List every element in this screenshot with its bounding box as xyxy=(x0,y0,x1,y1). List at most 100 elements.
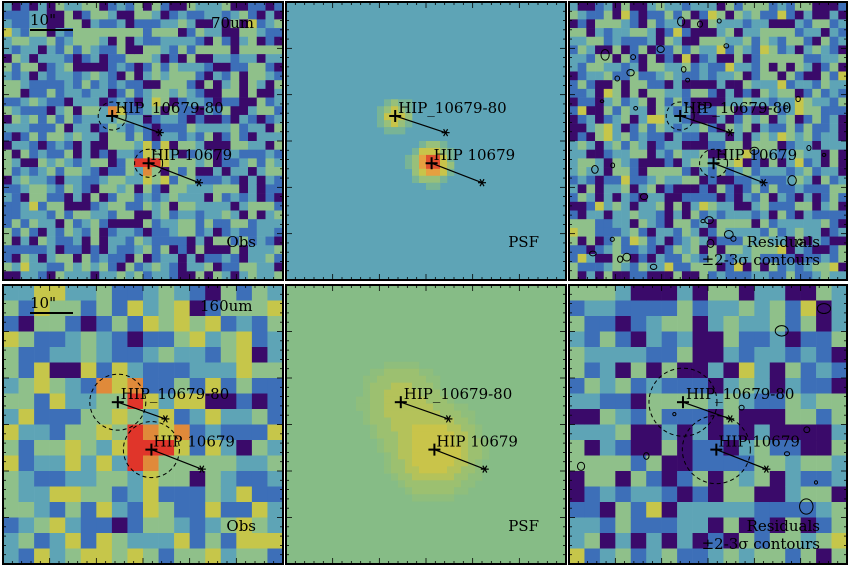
map-pixel xyxy=(754,440,771,456)
map-pixel xyxy=(108,71,118,81)
psf-pixel xyxy=(405,410,413,418)
psf-pixel xyxy=(419,494,427,502)
map-pixel xyxy=(99,219,109,229)
map-pixel xyxy=(734,71,744,81)
map-pixel xyxy=(134,227,144,237)
map-pixel xyxy=(751,262,761,272)
map-pixel xyxy=(96,424,113,441)
map-pixel xyxy=(90,227,100,237)
psf-pixel xyxy=(461,466,469,474)
map-pixel xyxy=(621,262,631,272)
asterisk-marker xyxy=(763,465,769,473)
map-pixel xyxy=(838,106,848,116)
map-pixel xyxy=(186,114,196,124)
map-pixel xyxy=(716,193,726,203)
map-pixel xyxy=(621,88,631,98)
map-pixel xyxy=(143,471,159,487)
map-pixel xyxy=(160,88,170,98)
map-pixel xyxy=(638,141,648,150)
map-pixel xyxy=(629,80,639,90)
map-pixel xyxy=(151,88,161,98)
map-pixel xyxy=(629,114,639,124)
map-pixel xyxy=(673,45,683,55)
map-pixel xyxy=(111,517,128,534)
map-pixel xyxy=(3,80,13,90)
map-pixel xyxy=(64,106,74,116)
map-pixel xyxy=(768,167,778,177)
map-pixel xyxy=(838,88,848,98)
map-pixel xyxy=(127,517,144,534)
psf-pixel xyxy=(461,487,469,495)
map-pixel xyxy=(221,271,231,281)
map-pixel xyxy=(65,347,82,363)
map-pixel xyxy=(11,167,21,177)
map-pixel xyxy=(169,158,179,168)
map-pixel xyxy=(230,62,240,72)
psf-pixel xyxy=(370,375,378,383)
map-pixel xyxy=(647,114,657,124)
map-pixel xyxy=(186,106,196,116)
psf-pixel xyxy=(426,147,434,156)
map-pixel xyxy=(134,97,144,107)
map-pixel xyxy=(213,167,223,177)
map-pixel xyxy=(46,106,56,116)
map-pixel xyxy=(630,316,647,332)
map-pixel xyxy=(99,253,109,263)
map-pixel xyxy=(80,316,97,332)
map-pixel xyxy=(751,62,761,72)
map-pixel xyxy=(127,502,144,518)
map-pixel xyxy=(630,424,647,441)
contour xyxy=(626,68,635,77)
map-pixel xyxy=(221,88,231,98)
map-pixel xyxy=(178,158,188,168)
map-pixel xyxy=(760,132,770,142)
map-pixel xyxy=(595,88,605,98)
map-pixel xyxy=(723,548,740,565)
map-pixel xyxy=(64,62,74,72)
map-pixel xyxy=(829,71,839,81)
map-pixel xyxy=(46,88,56,98)
map-pixel xyxy=(230,45,240,55)
map-pixel xyxy=(151,97,161,107)
map-pixel xyxy=(213,149,223,159)
map-pixel xyxy=(569,300,585,317)
map-pixel xyxy=(725,245,735,255)
map-pixel xyxy=(661,316,678,332)
map-pixel xyxy=(603,158,613,168)
psf-pixel xyxy=(384,106,392,114)
map-pixel xyxy=(612,19,622,29)
map-pixel xyxy=(800,409,817,425)
map-pixel xyxy=(820,219,830,229)
map-pixel xyxy=(586,253,596,263)
map-pixel xyxy=(569,193,578,203)
map-pixel xyxy=(785,471,801,487)
map-pixel xyxy=(73,184,83,194)
map-pixel xyxy=(99,19,109,29)
map-pixel xyxy=(664,193,674,203)
map-pixel xyxy=(160,28,170,38)
map-pixel xyxy=(708,271,717,281)
psf-pixel xyxy=(419,382,427,390)
psf-pixel xyxy=(454,417,462,425)
map-pixel xyxy=(584,533,601,549)
map-pixel xyxy=(785,409,801,425)
map-pixel xyxy=(248,245,258,255)
map-pixel xyxy=(760,245,770,255)
map-pixel xyxy=(595,123,605,133)
map-pixel xyxy=(692,362,709,379)
psf-pixel xyxy=(461,473,469,481)
psf-pixel xyxy=(391,382,399,390)
map-pixel xyxy=(64,2,74,11)
map-pixel xyxy=(794,88,804,98)
map-pixel xyxy=(769,424,786,441)
map-pixel xyxy=(55,114,65,124)
map-pixel xyxy=(812,80,822,90)
map-pixel xyxy=(205,517,222,534)
map-pixel xyxy=(630,517,647,534)
map-pixel xyxy=(816,378,832,394)
map-pixel xyxy=(615,548,632,565)
map-pixel xyxy=(785,331,801,348)
map-pixel xyxy=(46,132,56,142)
map-pixel xyxy=(116,262,126,272)
map-pixel xyxy=(829,19,839,29)
